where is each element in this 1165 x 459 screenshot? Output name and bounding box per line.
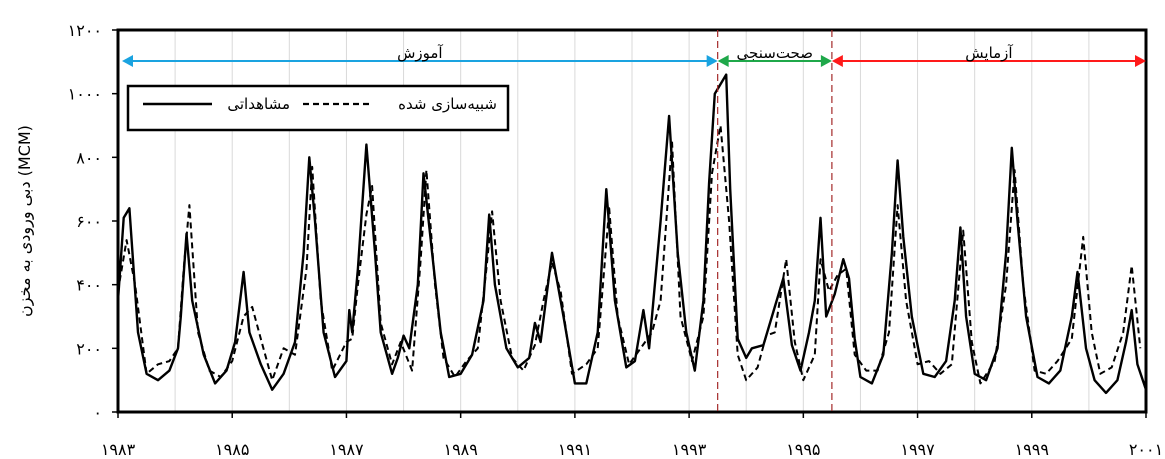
x-tick-label: ۱۹۹۹ bbox=[1015, 440, 1049, 459]
phase-arrowhead-right bbox=[1135, 55, 1146, 67]
phase-label: صحت‌سنجی bbox=[737, 44, 813, 62]
x-tick-label: ۲۰۰۱ bbox=[1129, 440, 1163, 459]
x-tick-label: ۱۹۹۳ bbox=[672, 440, 707, 459]
y-axis-label: دبی ورودی به مخزن (MCM) bbox=[15, 125, 35, 317]
y-tick-label: ۴۰۰ bbox=[76, 276, 102, 295]
legend: شبیه‌سازی شده مشاهداتی bbox=[126, 84, 510, 132]
phase-label: آزمایش bbox=[965, 44, 1013, 62]
legend-box bbox=[126, 84, 510, 132]
phase-label: آموزش bbox=[397, 44, 443, 62]
axis-layer: ۱۹۸۳ ۱۹۸۵ ۱۹۸۷ ۱۹۸۹ ۱۹۹۱ ۱۹۹۳ ۱۹۹۵ ۱۹۹۷ ۱۹۹۹ ۲۰۰۱… bbox=[68, 21, 1164, 459]
phase-arrowhead-right bbox=[706, 55, 718, 67]
phase-annotations: آموزش صحت‌سنجی آزمایش bbox=[122, 30, 1146, 412]
series-layer bbox=[116, 73, 1148, 395]
y-tick-label: ۱۲۰۰ bbox=[68, 21, 102, 40]
y-tick-label: ۸۰۰ bbox=[76, 148, 102, 167]
phase-arrowhead-right bbox=[820, 55, 832, 67]
phase-arrowhead-left bbox=[831, 55, 843, 67]
y-tick-label: ۰ bbox=[93, 403, 102, 422]
x-tick-label: ۱۹۹۷ bbox=[900, 440, 935, 459]
y-tick-label: ۱۰۰۰ bbox=[68, 85, 102, 104]
phase-arrowhead-left bbox=[717, 55, 729, 67]
series-line-simulated bbox=[117, 124, 1142, 385]
x-tick-label: ۱۹۸۷ bbox=[329, 440, 364, 459]
series-line-observed bbox=[116, 73, 1148, 395]
phase-arrowhead-left bbox=[122, 55, 133, 67]
y-tick-label: ۲۰۰ bbox=[76, 339, 102, 358]
x-tick-label: ۱۹۸۵ bbox=[215, 440, 249, 459]
x-tick-label: ۱۹۹۵ bbox=[786, 440, 820, 459]
x-tick-label: ۱۹۹۱ bbox=[558, 440, 592, 459]
y-tick-label: ۶۰۰ bbox=[76, 212, 102, 231]
x-tick-label: ۱۹۸۳ bbox=[101, 440, 136, 459]
legend-observed-label: مشاهداتی bbox=[227, 95, 290, 113]
legend-simulated-label: شبیه‌سازی شده bbox=[398, 95, 497, 113]
x-tick-label: ۱۹۸۹ bbox=[443, 440, 477, 459]
